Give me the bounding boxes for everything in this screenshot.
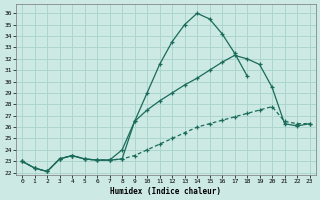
X-axis label: Humidex (Indice chaleur): Humidex (Indice chaleur) [110, 187, 221, 196]
